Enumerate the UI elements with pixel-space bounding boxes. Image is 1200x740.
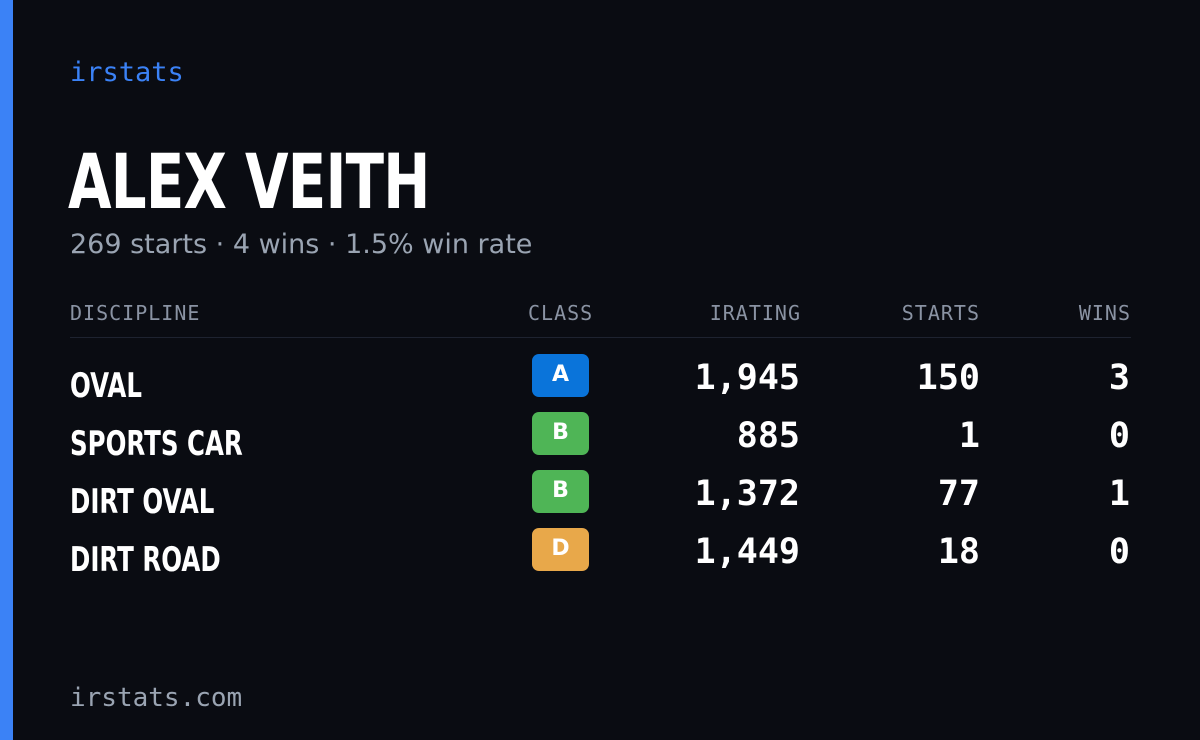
irating-value: 1,945 [694,358,800,398]
starts-value: 1 [958,416,980,456]
starts-value: 18 [937,532,980,572]
class-badge: B [532,470,589,513]
table-row: SPORTS CAR B 885 1 0 [70,412,1131,470]
class-badge: B [532,412,589,455]
header-discipline: DISCIPLINE [70,301,201,325]
table-row: DIRT ROAD D 1,449 18 0 [70,528,1131,586]
table-row: DIRT OVAL B 1,372 77 1 [70,470,1131,528]
header-irating: IRATING [709,301,801,325]
discipline-name: DIRT ROAD [70,540,221,580]
discipline-name: SPORTS CAR [70,424,243,464]
wins-value: 0 [1108,532,1130,572]
class-badge: A [532,354,589,397]
table-body: OVAL A 1,945 150 3 SPORTS CAR B 885 1 0 … [70,338,1131,586]
header-class: CLASS [528,301,594,325]
header-starts: STARTS [901,301,980,325]
wins-value: 3 [1108,358,1130,398]
footer-url: irstats.com [70,683,243,713]
starts-value: 77 [937,474,980,514]
accent-bar [0,0,13,740]
stats-table: DISCIPLINE CLASS IRATING STARTS WINS OVA… [70,296,1131,586]
irating-value: 1,449 [694,532,800,572]
discipline-name: DIRT OVAL [70,482,215,522]
table-row: OVAL A 1,945 150 3 [70,354,1131,412]
driver-name: ALEX VEITH [68,137,430,226]
driver-summary: 269 starts · 4 wins · 1.5% win rate [70,229,533,260]
wins-value: 1 [1108,474,1130,514]
discipline-name: OVAL [70,366,142,406]
brand-logo: irstats [70,57,184,88]
table-header: DISCIPLINE CLASS IRATING STARTS WINS [70,296,1131,338]
class-badge: D [532,528,589,571]
irating-value: 885 [736,416,800,456]
irating-value: 1,372 [694,474,800,514]
header-wins: WINS [1078,301,1131,325]
starts-value: 150 [916,358,980,398]
wins-value: 0 [1108,416,1130,456]
